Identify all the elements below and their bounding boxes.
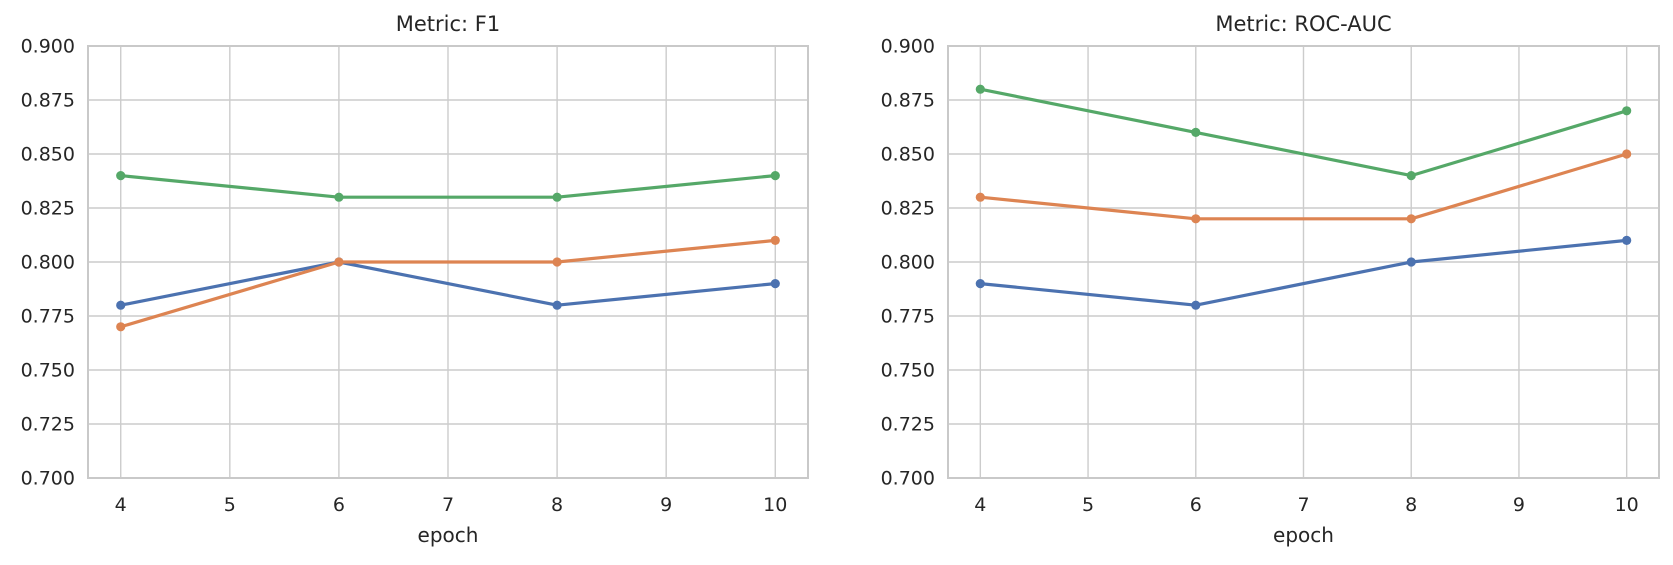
x-tick-label: 4 [115,494,127,516]
x-tick-label: 4 [974,494,986,516]
series-blue-marker [975,279,985,289]
x-tick-label: 10 [1615,494,1639,516]
series-orange-marker [770,235,780,245]
series-blue-line [978,238,1629,307]
axes-border [87,45,809,479]
series-blue-marker [1191,300,1201,310]
x-tick-label: 9 [1513,494,1525,516]
x-axis-label: epoch [418,523,479,547]
y-tick-label: 0.750 [21,360,75,382]
y-tick-label: 0.725 [881,414,935,436]
series-orange-marker [334,257,344,267]
y-tick-label: 0.800 [21,252,75,274]
x-tick-label: 10 [763,494,787,516]
series-orange-marker [1191,214,1201,224]
x-tick-label: 6 [1190,494,1202,516]
series-green-marker [552,192,562,202]
y-tick-label: 0.775 [21,306,75,328]
series-orange-line [119,238,777,329]
series-orange-marker [1622,149,1632,159]
x-tick-label: 7 [1297,494,1309,516]
series-orange-marker [1406,214,1416,224]
series-green-marker [1406,171,1416,181]
x-tick-label: 6 [333,494,345,516]
x-tick-label: 5 [1082,494,1094,516]
x-tick-label: 9 [660,494,672,516]
subplot-roc-auc: Metric: ROC-AUC 0.700 0.725 0.750 0.775 0.800… [881,12,1660,547]
axes-border [947,45,1660,479]
x-tick-label: 5 [224,494,236,516]
series-blue-line [119,260,777,307]
series-orange-marker [116,322,126,332]
series-green-marker [1622,106,1632,116]
subplot-f1: Metric: F1 0.700 0.725 0.750 0.775 0.800 0.825… [21,12,809,547]
chart-title: Metric: F1 [396,12,500,36]
y-tick-label: 0.900 [881,36,935,58]
x-axis-label: epoch [1273,523,1334,547]
y-tick-label: 0.850 [881,144,935,166]
y-tick-label: 0.725 [21,414,75,436]
chart-title: Metric: ROC-AUC [1215,12,1391,36]
y-tick-label: 0.750 [881,360,935,382]
series-green-marker [975,84,985,94]
y-tick-label: 0.700 [21,468,75,490]
series-blue-marker [1622,235,1632,245]
series-blue-marker [1406,257,1416,267]
y-tick-label: 0.800 [881,252,935,274]
series-green-marker [116,171,126,181]
series-orange-marker [975,192,985,202]
series-green-marker [1191,127,1201,137]
y-tick-label: 0.700 [881,468,935,490]
y-tick-label: 0.875 [21,90,75,112]
y-tick-label: 0.875 [881,90,935,112]
y-tick-label: 0.850 [21,144,75,166]
series-blue-marker [552,300,562,310]
series-blue-marker [770,279,780,289]
series-orange-marker [552,257,562,267]
series-blue-marker [116,300,126,310]
y-tick-label: 0.825 [21,198,75,220]
y-tick-label: 0.825 [881,198,935,220]
y-tick-label: 0.900 [21,36,75,58]
series-green-marker [334,192,344,202]
series-green-line [119,174,777,199]
x-tick-label: 8 [1405,494,1417,516]
series-green-line [978,87,1629,178]
series-orange-line [978,152,1629,221]
y-tick-label: 0.775 [881,306,935,328]
x-tick-label: 7 [442,494,454,516]
x-tick-label: 8 [551,494,563,516]
series-green-marker [770,171,780,181]
